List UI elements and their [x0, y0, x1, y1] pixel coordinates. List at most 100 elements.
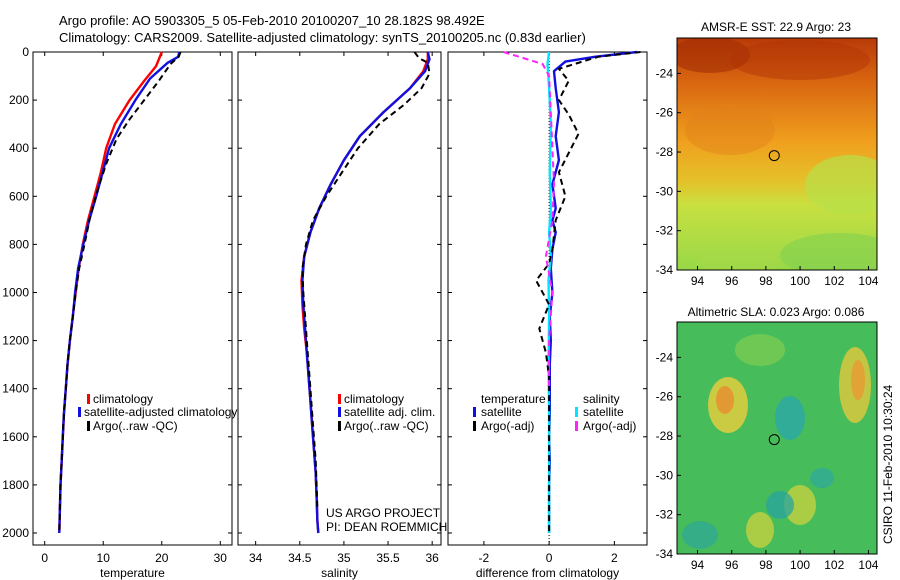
legend-swatch-temp-satellite	[473, 407, 476, 417]
credit-label: CSIRO 11-Feb-2010 10:30:24	[881, 384, 895, 544]
sla-high-patch	[851, 360, 865, 400]
series-line-argo-raw-qc	[58, 51, 182, 534]
legend-swatch-sal-argo	[575, 421, 578, 431]
y-tick-label: 1000	[2, 285, 29, 299]
legend-swatch-satellite-adjusted	[78, 407, 81, 417]
y-tick-label: 2000	[2, 526, 29, 540]
map-y-tick-label: -26	[656, 390, 674, 404]
argo-position-marker	[768, 150, 780, 162]
map-y-tick-label: -32	[656, 224, 674, 238]
sla-map-frame	[676, 321, 878, 555]
legend-label-temp-satellite: satellite	[481, 405, 522, 419]
map-y-tick-label: -34	[656, 263, 674, 277]
legend-label-argo-raw: Argo(..raw -QC)	[344, 419, 429, 433]
argo-position-marker	[768, 434, 780, 446]
temperature-panel: 0 10 20 30 temperature 0 200 400 600 800 1000 1200 1…	[2, 45, 233, 580]
series-line-climatology	[300, 52, 429, 534]
series-line-satellite-adjusted-climatology	[58, 51, 181, 534]
series-line-argo-raw-qc	[301, 51, 431, 509]
legend-swatch-argo-raw	[338, 421, 341, 431]
x-tick-label: 35.5	[376, 551, 400, 565]
map-y-tick-label: -32	[656, 508, 674, 522]
y-tick-label: 200	[9, 93, 29, 107]
legend-label-climatology: climatology	[93, 392, 153, 406]
legend-swatch-temp-argo	[473, 421, 476, 431]
map-y-tick-label: -26	[656, 106, 674, 120]
x-tick-label: 36	[425, 551, 439, 565]
sst-mid-patch	[685, 105, 775, 155]
sla-low-patch	[682, 521, 718, 549]
x-tick-label: 2	[611, 551, 618, 565]
y-tick-label: 1800	[2, 478, 29, 492]
temperature-legend: climatology satellite-adjusted climatolo…	[78, 392, 237, 433]
legend-swatch-climatology	[338, 394, 341, 404]
x-tick-label: 30	[214, 551, 228, 565]
map-x-tick-label: 104	[858, 558, 878, 572]
series-line-temperature-argo-adj	[535, 51, 641, 533]
figure-title-line2: Climatology: CARS2009. Satellite-adjuste…	[59, 30, 586, 45]
legend-label-climatology: climatology	[344, 392, 404, 406]
map-y-tick-label: -30	[656, 468, 674, 482]
sla-high-patch	[746, 512, 774, 548]
difference-legend: temperature satellite Argo(-adj) salinit…	[473, 392, 636, 433]
legend-label-satellite-adjusted: satellite-adjusted climatology	[84, 405, 237, 419]
sla-low-patch	[810, 468, 834, 488]
sst-cool-patch	[780, 233, 877, 270]
legend-label-satellite-adj: satellite adj. clim.	[344, 405, 435, 419]
plot-frame	[447, 51, 648, 546]
x-tick-label: 0	[546, 551, 553, 565]
map-x-tick-label: 104	[858, 274, 878, 288]
sst-map-frame	[676, 37, 878, 271]
sla-low-patch	[775, 396, 805, 440]
x-axis-label: salinity	[321, 566, 358, 580]
legend-swatch-argo-raw	[87, 421, 90, 431]
figure-title-line1: Argo profile: AO 5903305_5 05-Feb-2010 2…	[59, 13, 485, 28]
map-y-tick-label: -28	[656, 145, 674, 159]
sst-cool-patch	[805, 155, 877, 215]
x-axis-label: difference from climatology	[476, 566, 619, 580]
x-tick-label: 0	[41, 551, 48, 565]
legend-group-temperature: temperature	[481, 392, 546, 406]
sst-field	[677, 38, 877, 270]
map-x-tick-label: 96	[725, 558, 739, 572]
x-tick-label: 35	[337, 551, 351, 565]
map-y-tick-label: -24	[656, 66, 674, 80]
legend-label-argo-raw: Argo(..raw -QC)	[93, 419, 178, 433]
y-tick-label: 1200	[2, 334, 29, 348]
x-tick-label: -2	[479, 551, 490, 565]
legend-swatch-sal-satellite	[575, 407, 578, 417]
y-tick-label: 1600	[2, 430, 29, 444]
series-line-satellite-adj-clim	[301, 51, 431, 534]
sla-map: 94 96 98 100 102 104 -24 -26 -28 -30 -32 -34	[656, 321, 879, 572]
sst-map: 94 96 98 100 102 104 -24 -26 -28 -30 -32 -34	[656, 37, 879, 288]
legend-swatch-climatology	[87, 394, 90, 404]
salinity-panel: 34 34.5 35 35.5 36 salinity	[237, 51, 442, 580]
sst-warm-patch	[730, 40, 870, 80]
sla-high-patch	[784, 485, 816, 525]
series-line-temperature-satellite	[547, 50, 638, 533]
x-axis-label: temperature	[100, 566, 165, 580]
map-y-tick-label: -24	[656, 350, 674, 364]
project-label: US ARGO PROJECT	[326, 506, 441, 520]
sla-map-title: Altimetric SLA: 0.023 Argo: 0.086	[688, 305, 865, 319]
sla-low-patch	[766, 491, 794, 519]
y-tick-label: 0	[22, 45, 29, 59]
y-tick-label: 400	[9, 141, 29, 155]
x-tick-label: 20	[155, 551, 169, 565]
sst-map-title: AMSR-E SST: 22.9 Argo: 23	[701, 20, 851, 34]
legend-label-sal-argo: Argo(-adj)	[583, 419, 636, 433]
map-x-tick-label: 94	[691, 558, 705, 572]
legend-label-sal-satellite: satellite	[583, 405, 624, 419]
salinity-legend: climatology satellite adj. clim. Argo(..…	[338, 392, 435, 433]
map-x-tick-label: 96	[725, 274, 739, 288]
map-x-tick-label: 98	[759, 558, 773, 572]
map-x-tick-label: 98	[759, 274, 773, 288]
legend-swatch-satellite-adj	[338, 407, 341, 417]
map-x-tick-label: 102	[824, 558, 844, 572]
pi-label: PI: DEAN ROEMMICH	[326, 520, 447, 534]
legend-label-temp-argo: Argo(-adj)	[481, 419, 534, 433]
y-tick-label: 1400	[2, 382, 29, 396]
x-tick-label: 10	[97, 551, 111, 565]
